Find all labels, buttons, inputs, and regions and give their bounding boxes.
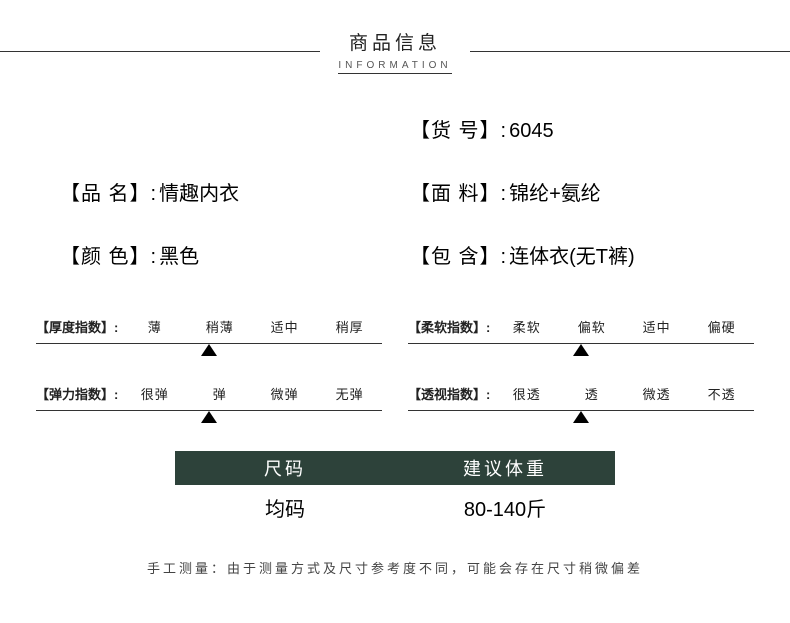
info-material-value: 锦纶+氨纶 <box>509 177 601 206</box>
index-thickness-opt-1: 稍薄 <box>187 317 252 336</box>
size-section: 尺码 建议体重 均码 80-140斤 <box>175 451 615 522</box>
index-softness-title: 【柔软指数】: <box>408 317 490 336</box>
index-transparency-opt-2: 微透 <box>624 384 689 403</box>
index-elasticity-title: 【弹力指数】: <box>36 384 118 403</box>
index-thickness-opt-0: 薄 <box>122 317 187 336</box>
index-softness-opt-2: 适中 <box>624 317 689 336</box>
index-transparency-opt-3: 不透 <box>689 384 754 403</box>
index-elasticity-opt-1: 弹 <box>187 384 252 403</box>
info-product-name-value: 情趣内衣 <box>159 177 239 206</box>
size-header-weight: 建议体重 <box>395 451 615 485</box>
size-header-size: 尺码 <box>175 451 395 485</box>
header: 商品信息 INFORMATION <box>0 0 790 74</box>
size-body-size: 均码 <box>175 485 395 522</box>
index-elasticity-opt-3: 无弹 <box>317 384 382 403</box>
info-grid: . 【货 号】: 6045 【品 名】: 情趣内衣 【面 料】: 锦纶+氨纶 【… <box>0 114 790 269</box>
info-item-no: 【货 号】: 6045 <box>400 114 730 143</box>
size-table-header: 尺码 建议体重 <box>175 451 615 485</box>
index-thickness-options: 薄 稍薄 适中 稍厚 <box>118 317 382 336</box>
header-line-left <box>0 51 320 52</box>
header-title-cn: 商品信息 <box>338 28 451 55</box>
index-softness-opt-0: 柔软 <box>494 317 559 336</box>
index-thickness-opt-3: 稍厚 <box>317 317 382 336</box>
index-elasticity-opt-0: 很弹 <box>122 384 187 403</box>
header-line-right <box>470 51 790 52</box>
header-title-box: 商品信息 INFORMATION <box>320 28 469 74</box>
index-elasticity-pointer <box>201 411 217 423</box>
info-includes-label: 【包 含】: <box>410 240 507 269</box>
info-item-no-value: 6045 <box>509 120 554 143</box>
info-color-label: 【颜 色】: <box>60 240 157 269</box>
size-body-weight: 80-140斤 <box>395 485 615 522</box>
info-color: 【颜 色】: 黑色 <box>60 240 390 269</box>
index-elasticity-labels: 【弹力指数】: 很弹 弹 微弹 无弹 <box>36 384 382 411</box>
info-product-name-label: 【品 名】: <box>60 177 157 206</box>
index-thickness: 【厚度指数】: 薄 稍薄 适中 稍厚 <box>36 317 382 344</box>
index-softness-opt-1: 偏软 <box>559 317 624 336</box>
info-material: 【面 料】: 锦纶+氨纶 <box>400 177 730 206</box>
index-transparency-opt-1: 透 <box>559 384 624 403</box>
index-softness-options: 柔软 偏软 适中 偏硬 <box>490 317 754 336</box>
index-thickness-pointer <box>201 344 217 356</box>
info-color-value: 黑色 <box>159 240 199 269</box>
index-thickness-title: 【厚度指数】: <box>36 317 118 336</box>
index-thickness-labels: 【厚度指数】: 薄 稍薄 适中 稍厚 <box>36 317 382 344</box>
header-title-en: INFORMATION <box>338 60 451 74</box>
index-softness-pointer <box>573 344 589 356</box>
index-elasticity: 【弹力指数】: 很弹 弹 微弹 无弹 <box>36 384 382 411</box>
info-includes-value: 连体衣(无T裤) <box>509 240 635 269</box>
index-transparency: 【透视指数】: 很透 透 微透 不透 <box>408 384 754 411</box>
index-softness-opt-3: 偏硬 <box>689 317 754 336</box>
info-item-no-label: 【货 号】: <box>410 114 507 143</box>
index-transparency-labels: 【透视指数】: 很透 透 微透 不透 <box>408 384 754 411</box>
index-grid: 【厚度指数】: 薄 稍薄 适中 稍厚 【柔软指数】: 柔软 偏软 适中 偏硬 【… <box>0 317 790 411</box>
index-transparency-options: 很透 透 微透 不透 <box>490 384 754 403</box>
index-softness: 【柔软指数】: 柔软 偏软 适中 偏硬 <box>408 317 754 344</box>
index-elasticity-opt-2: 微弹 <box>252 384 317 403</box>
info-product-name: 【品 名】: 情趣内衣 <box>60 177 390 206</box>
info-includes: 【包 含】: 连体衣(无T裤) <box>400 240 730 269</box>
size-table-body: 均码 80-140斤 <box>175 485 615 522</box>
index-thickness-opt-2: 适中 <box>252 317 317 336</box>
index-elasticity-options: 很弹 弹 微弹 无弹 <box>118 384 382 403</box>
index-softness-labels: 【柔软指数】: 柔软 偏软 适中 偏硬 <box>408 317 754 344</box>
footnote: 手工测量：由于测量方式及尺寸参考度不同，可能会存在尺寸稍微偏差 <box>0 558 790 577</box>
index-transparency-title: 【透视指数】: <box>408 384 490 403</box>
index-transparency-opt-0: 很透 <box>494 384 559 403</box>
info-material-label: 【面 料】: <box>410 177 507 206</box>
index-transparency-pointer <box>573 411 589 423</box>
